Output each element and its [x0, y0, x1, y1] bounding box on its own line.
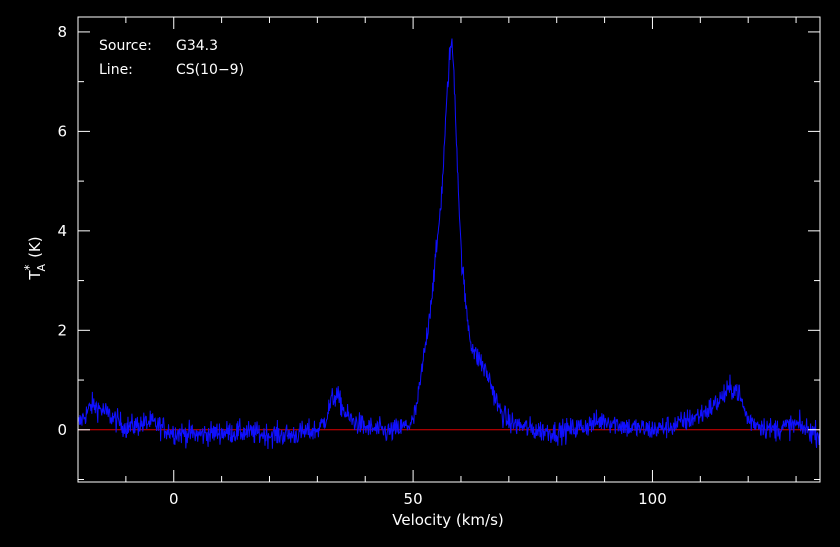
spectrum-series-line	[77, 38, 821, 449]
y-axis-label-sup: *	[22, 264, 36, 270]
source-label: Source:	[99, 38, 152, 54]
source-value: G34.3	[176, 38, 218, 54]
plot-frame	[77, 16, 821, 483]
y-axis-label-sub: A	[35, 263, 48, 271]
y-axis-label-main: T	[26, 270, 44, 281]
y-axis-label: T*A (K)	[22, 236, 48, 280]
x-tick-label: 0	[169, 490, 179, 508]
axis-ticks	[77, 17, 820, 482]
x-tick-label: 50	[404, 490, 423, 508]
line-label: Line:	[99, 62, 133, 78]
axis-tick-labels: 0 50 100 0 2 4 6 8	[57, 23, 666, 508]
y-axis-label-unit: (K)	[26, 236, 44, 258]
y-tick-label: 0	[57, 421, 67, 439]
y-tick-label: 4	[57, 222, 67, 240]
x-tick-label: 100	[638, 490, 667, 508]
y-tick-label: 6	[57, 122, 67, 140]
svg-text:T*A(K): T*A (K)	[22, 236, 48, 280]
x-axis-label: Velocity (km/s)	[392, 511, 503, 529]
y-tick-label: 2	[57, 321, 67, 339]
y-tick-label: 8	[57, 23, 67, 41]
line-value: CS(10−9)	[176, 62, 244, 78]
